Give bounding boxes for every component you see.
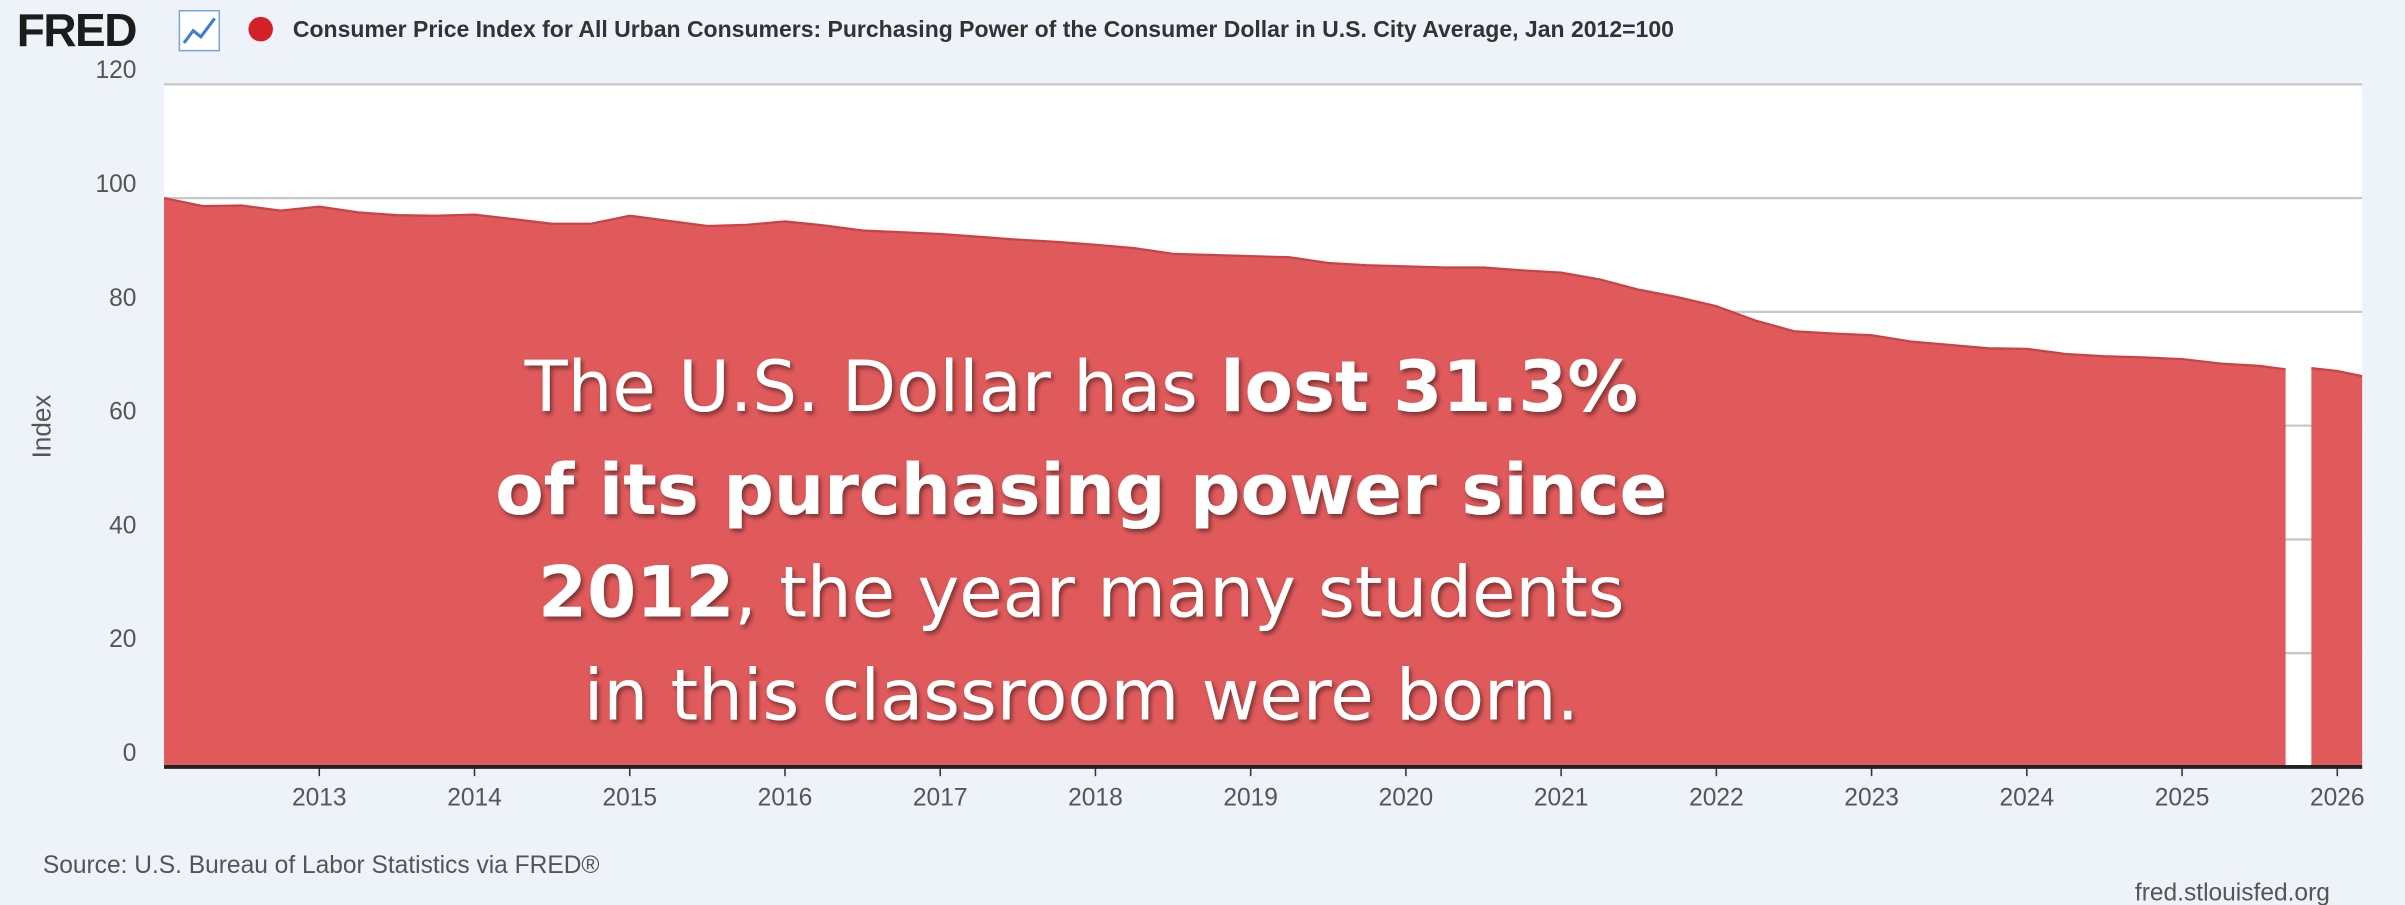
axes: 0 20 40 60 80 100 120 2013 2014 2015 2016 2017 2018 2…: [96, 57, 2365, 811]
y-tick-label: 40: [109, 512, 136, 539]
series: [163, 197, 2363, 767]
x-tick-label: 2020: [1379, 784, 1434, 811]
source: Source: U.S. Bureau of Labor Statistics …: [43, 852, 600, 879]
annotation-line: 2012, the year many students: [538, 552, 1625, 634]
annotation-run: of its purchasing power since: [495, 449, 1667, 531]
x-tick-label: 2016: [758, 784, 813, 811]
annotation: The U.S. Dollar has lost 31.3% of its pur…: [495, 346, 1667, 736]
legend-dot: [248, 16, 273, 42]
x-tick-label: 2024: [2000, 784, 2055, 811]
area: [2311, 368, 2363, 767]
x-tick-label: 2018: [1068, 784, 1123, 811]
x-tick-label: 2025: [2155, 784, 2210, 811]
line: [163, 197, 2286, 371]
annotation-line: in this classroom were born.: [584, 654, 1579, 736]
y-tick-label: 20: [109, 626, 136, 653]
logo-icon: [178, 9, 221, 52]
x-tick-label: 2014: [447, 784, 502, 811]
annotation-run: The U.S. Dollar has: [524, 346, 1221, 428]
annotation-run: in this classroom were born.: [584, 654, 1579, 736]
x-tick-label: 2019: [1223, 784, 1278, 811]
x-tick-label: 2017: [913, 784, 968, 811]
x-tick-label: 2022: [1689, 784, 1744, 811]
annotation-run: 2012: [538, 552, 734, 634]
y-tick-label: 80: [109, 285, 136, 312]
annotation-run: , the year many students: [734, 552, 1624, 634]
chart-title: Consumer Price Index for All Urban Consu…: [293, 16, 1674, 42]
y-tick-label: 120: [96, 57, 137, 84]
area: [164, 198, 2286, 767]
x-tick-label: 2015: [602, 784, 657, 811]
x-tick-label: 2023: [1844, 784, 1899, 811]
y-tick-label: 60: [109, 399, 136, 426]
y-axis-label: Index: [27, 395, 57, 459]
credit: fred.stlouisfed.org: [2135, 879, 2330, 905]
logo: FRED: [17, 4, 136, 56]
line: [2311, 367, 2363, 378]
annotation-run: lost 31.3%: [1220, 346, 1638, 428]
x-tick-label: 2021: [1534, 784, 1589, 811]
annotation-line: of its purchasing power since: [495, 449, 1667, 531]
y-tick-label: 100: [96, 171, 137, 198]
x-tick-label: 2013: [292, 784, 347, 811]
annotation-line: The U.S. Dollar has lost 31.3%: [524, 346, 1638, 428]
y-tick-label: 0: [123, 740, 137, 767]
x-tick-label: 2026: [2310, 784, 2365, 811]
